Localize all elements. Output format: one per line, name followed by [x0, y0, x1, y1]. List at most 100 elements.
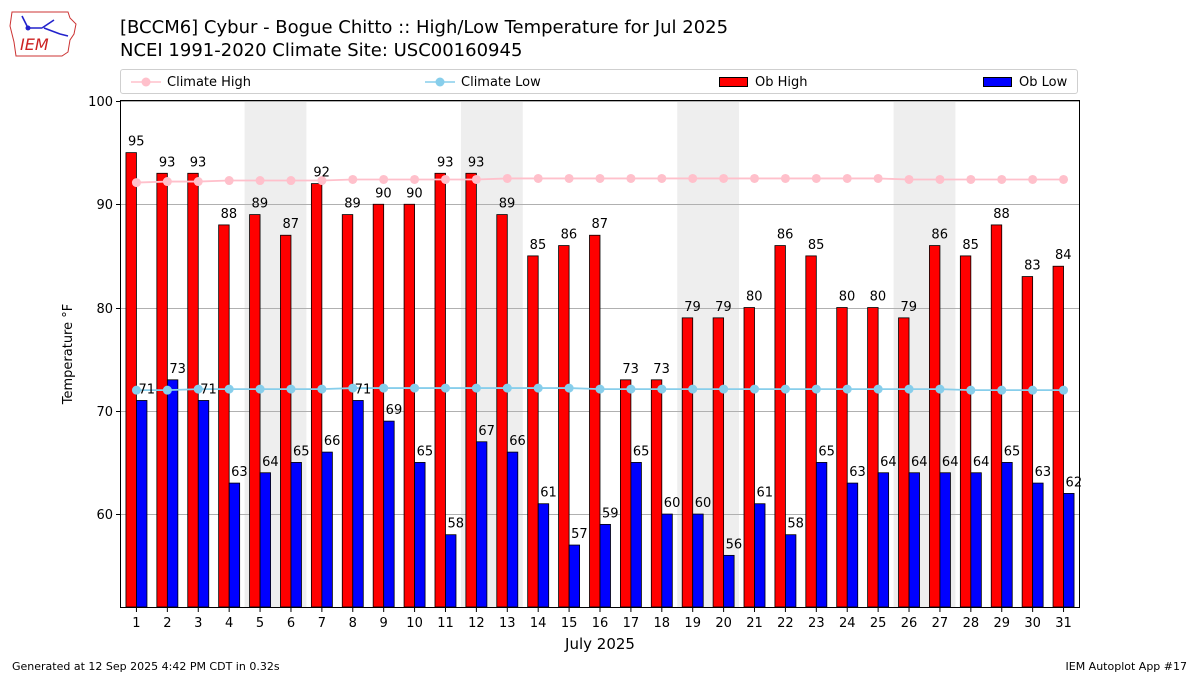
climate-high-point-31: [1059, 174, 1069, 184]
climate-high-point-29: [997, 174, 1007, 184]
label-ob-high-27: 86: [931, 228, 948, 243]
climate-low-point-9: [379, 383, 389, 393]
legend-ob-high: Ob High: [719, 70, 808, 94]
x-tick-label-20: 20: [715, 616, 732, 631]
legend: Climate High Climate Low Ob High Ob Low: [120, 69, 1078, 94]
logo-text: IEM: [20, 35, 49, 54]
climate-low-point-31: [1059, 385, 1069, 395]
bar-ob-high-4: [218, 224, 230, 608]
label-ob-high-14: 85: [530, 238, 547, 253]
label-ob-high-5: 89: [252, 197, 269, 212]
climate-lines: [131, 173, 1069, 395]
label-ob-high-15: 86: [561, 228, 578, 243]
label-ob-high-8: 89: [344, 197, 361, 212]
climate-low-point-5: [255, 384, 265, 394]
bar-ob-high-21: [743, 307, 755, 608]
y-tick-label-70: 70: [96, 405, 113, 420]
x-tick-label-3: 3: [194, 616, 202, 631]
bar-ob-low-20: [723, 554, 735, 608]
bar-ob-high-10: [403, 203, 415, 608]
climate-low-point-30: [1028, 385, 1038, 395]
label-ob-high-28: 85: [962, 238, 979, 253]
x-tick-label-7: 7: [318, 616, 326, 631]
climate-high-point-1: [131, 178, 141, 188]
climate-high-point-25: [873, 173, 883, 183]
x-tick-label-24: 24: [839, 616, 856, 631]
label-ob-high-18: 73: [653, 362, 670, 377]
bar-ob-low-24: [846, 482, 859, 608]
climate-high-point-10: [410, 174, 420, 184]
chart-subtitle: NCEI 1991-2020 Climate Site: USC00160945: [120, 40, 523, 61]
climate-low-point-3: [193, 384, 203, 394]
x-tick-label-5: 5: [256, 616, 264, 631]
climate-low-point-28: [966, 385, 976, 395]
climate-low-point-2: [162, 385, 172, 395]
legend-ob-high-swatch: [719, 77, 748, 87]
bar-ob-high-28: [959, 255, 972, 608]
climate-high-point-12: [471, 174, 481, 184]
climate-high-point-11: [440, 174, 450, 184]
climate-high-point-15: [564, 173, 574, 183]
x-tick-label-2: 2: [163, 616, 171, 631]
bar-ob-low-3: [197, 400, 210, 608]
bar-ob-low-1: [136, 400, 148, 608]
bar-ob-low-29: [1001, 462, 1013, 608]
climate-high-point-19: [688, 173, 698, 183]
climate-low-point-6: [286, 384, 296, 394]
label-ob-low-10: 65: [417, 444, 434, 459]
label-ob-low-12: 67: [478, 424, 495, 439]
bar-ob-low-26: [908, 472, 920, 608]
climate-high-point-22: [780, 173, 790, 183]
legend-climate-low-label: Climate Low: [461, 74, 541, 90]
chart-title: [BCCM6] Cybur - Bogue Chitto :: High/Low…: [120, 17, 729, 38]
x-tick-label-31: 31: [1055, 616, 1072, 631]
bar-ob-high-31: [1052, 265, 1064, 608]
x-axis-label: July 2025: [564, 635, 635, 653]
y-tick-label-90: 90: [96, 198, 113, 213]
climate-low-point-15: [564, 383, 574, 393]
legend-climate-low-swatch: [425, 77, 455, 87]
label-ob-low-15: 57: [571, 527, 588, 542]
label-ob-high-2: 93: [159, 155, 176, 170]
generated-timestamp: Generated at 12 Sep 2025 4:42 PM CDT in …: [12, 660, 280, 673]
bar-ob-high-30: [1021, 276, 1034, 608]
x-tick-label-22: 22: [777, 616, 794, 631]
label-ob-low-8: 71: [355, 382, 372, 397]
bar-ob-low-5: [259, 472, 271, 608]
bar-ob-high-23: [805, 255, 817, 608]
label-ob-low-2: 73: [169, 362, 186, 377]
label-ob-low-22: 58: [787, 517, 804, 532]
climate-high-point-28: [966, 174, 976, 184]
legend-ob-low-label: Ob Low: [1019, 74, 1068, 90]
bar-ob-low-28: [970, 472, 982, 608]
bar-ob-low-2: [166, 379, 179, 608]
label-ob-high-31: 84: [1055, 248, 1072, 263]
bar-ob-high-15: [558, 245, 570, 608]
label-ob-low-6: 65: [293, 444, 310, 459]
bar-ob-low-27: [939, 472, 951, 608]
label-ob-high-10: 90: [406, 186, 423, 201]
bar-ob-high-17: [619, 379, 632, 608]
bar-ob-low-19: [692, 513, 704, 608]
climate-low-point-8: [348, 383, 358, 393]
label-ob-low-3: 71: [200, 382, 217, 397]
climate-high-point-3: [193, 177, 203, 187]
bar-ob-low-31: [1063, 493, 1075, 608]
label-ob-high-9: 90: [375, 186, 392, 201]
climate-high-point-4: [224, 176, 234, 186]
x-tick-label-13: 13: [499, 616, 516, 631]
bar-ob-low-17: [630, 462, 642, 608]
bar-ob-low-21: [754, 503, 766, 608]
y-tick-label-60: 60: [96, 508, 113, 523]
climate-high-point-20: [719, 173, 729, 183]
climate-low-point-20: [719, 384, 729, 394]
label-ob-low-29: 65: [1004, 444, 1021, 459]
climate-high-point-2: [162, 177, 172, 187]
bar-ob-low-7: [321, 451, 333, 608]
bar-ob-high-8: [341, 214, 354, 608]
label-ob-low-7: 66: [324, 434, 341, 449]
iem-logo: IEM: [9, 11, 77, 57]
iowa-outline: [9, 11, 77, 57]
x-tick-label-8: 8: [349, 616, 357, 631]
label-ob-low-4: 63: [231, 465, 248, 480]
